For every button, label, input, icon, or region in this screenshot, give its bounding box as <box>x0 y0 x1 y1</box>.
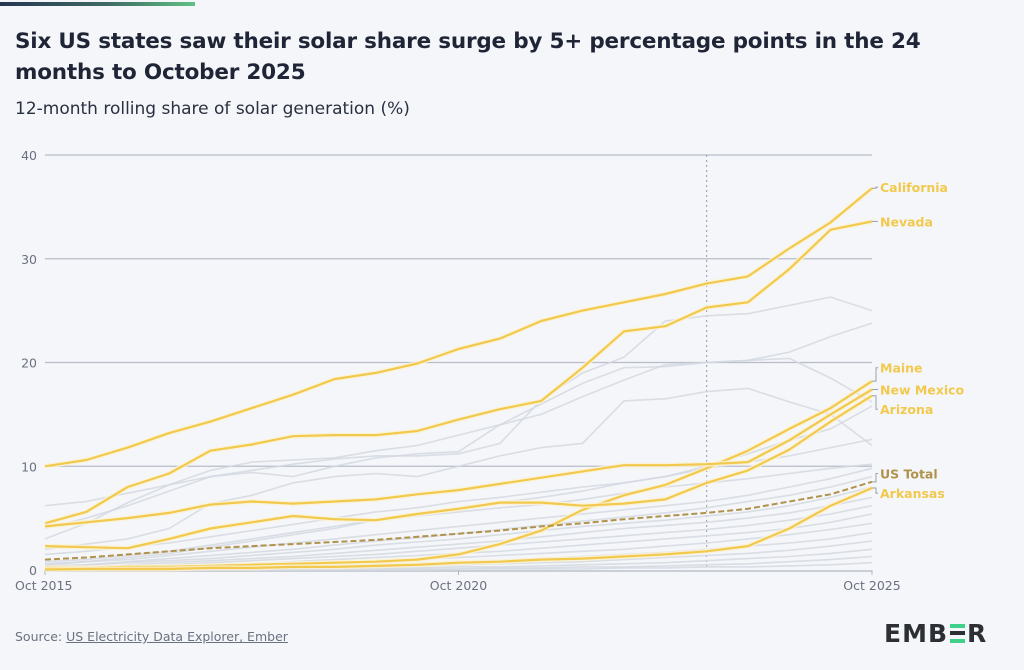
logo-text-right: R <box>967 618 988 648</box>
california-line <box>44 187 873 468</box>
y-tick-label: 40 <box>21 148 37 163</box>
y-tick-label: 0 <box>29 563 37 578</box>
x-tick-label: Oct 2020 <box>430 578 487 593</box>
logo-e-glyph-icon <box>950 623 966 643</box>
arizona-label-connector <box>872 395 878 410</box>
accent-bar <box>0 2 195 6</box>
y-axis-ticks: 0 10 20 30 40 <box>21 148 37 578</box>
maine-label-connector <box>872 367 878 382</box>
background-series-line <box>44 387 873 551</box>
new-mexico-line <box>44 388 873 528</box>
arkansas-label: Arkansas <box>880 486 945 501</box>
us-total-line <box>44 480 873 561</box>
chart-title: Six US states saw their solar share surg… <box>15 29 921 85</box>
highlight-series <box>44 186 874 572</box>
chart-subtitle: 12-month rolling share of solar generati… <box>15 99 410 119</box>
source-note: Source: US Electricity Data Explorer, Em… <box>15 629 288 644</box>
new-mexico-line-halo <box>44 387 874 529</box>
source-prefix: Source: <box>15 629 67 644</box>
arkansas-label-connector <box>872 487 878 494</box>
y-tick-label: 30 <box>21 252 37 267</box>
logo-text-left: EMB <box>884 618 949 648</box>
x-tick-label: Oct 2015 <box>15 578 72 593</box>
california-line-halo <box>44 186 874 469</box>
y-tick-label: 20 <box>21 356 37 371</box>
ember-logo: EMB R <box>884 618 988 648</box>
us-total-label: US Total <box>880 467 938 482</box>
background-series-line <box>44 463 873 563</box>
nevada-label: Nevada <box>880 214 933 229</box>
y-tick-label: 10 <box>21 459 37 474</box>
background-series-line <box>44 296 873 507</box>
background-series-line <box>44 496 873 569</box>
x-tick-label: Oct 2025 <box>843 578 900 593</box>
maine-label: Maine <box>880 361 923 376</box>
background-series-line <box>44 357 873 530</box>
source-link[interactable]: US Electricity Data Explorer, Ember <box>66 629 288 644</box>
arizona-line <box>44 394 873 550</box>
arizona-label: Arizona <box>880 402 933 417</box>
x-axis-ticks: Oct 2015 Oct 2020 Oct 2025 <box>15 570 901 593</box>
nevada-line <box>44 220 873 525</box>
california-label-connector <box>872 186 878 189</box>
california-label: California <box>880 180 948 195</box>
background-series-line <box>44 486 873 567</box>
arkansas-line <box>44 486 873 571</box>
series-labels: California Nevada Maine New Mexico Arizona US… <box>872 180 965 501</box>
new-mexico-label: New Mexico <box>880 382 965 397</box>
us-total-label-connector <box>872 473 878 483</box>
background-series-line <box>44 467 873 565</box>
